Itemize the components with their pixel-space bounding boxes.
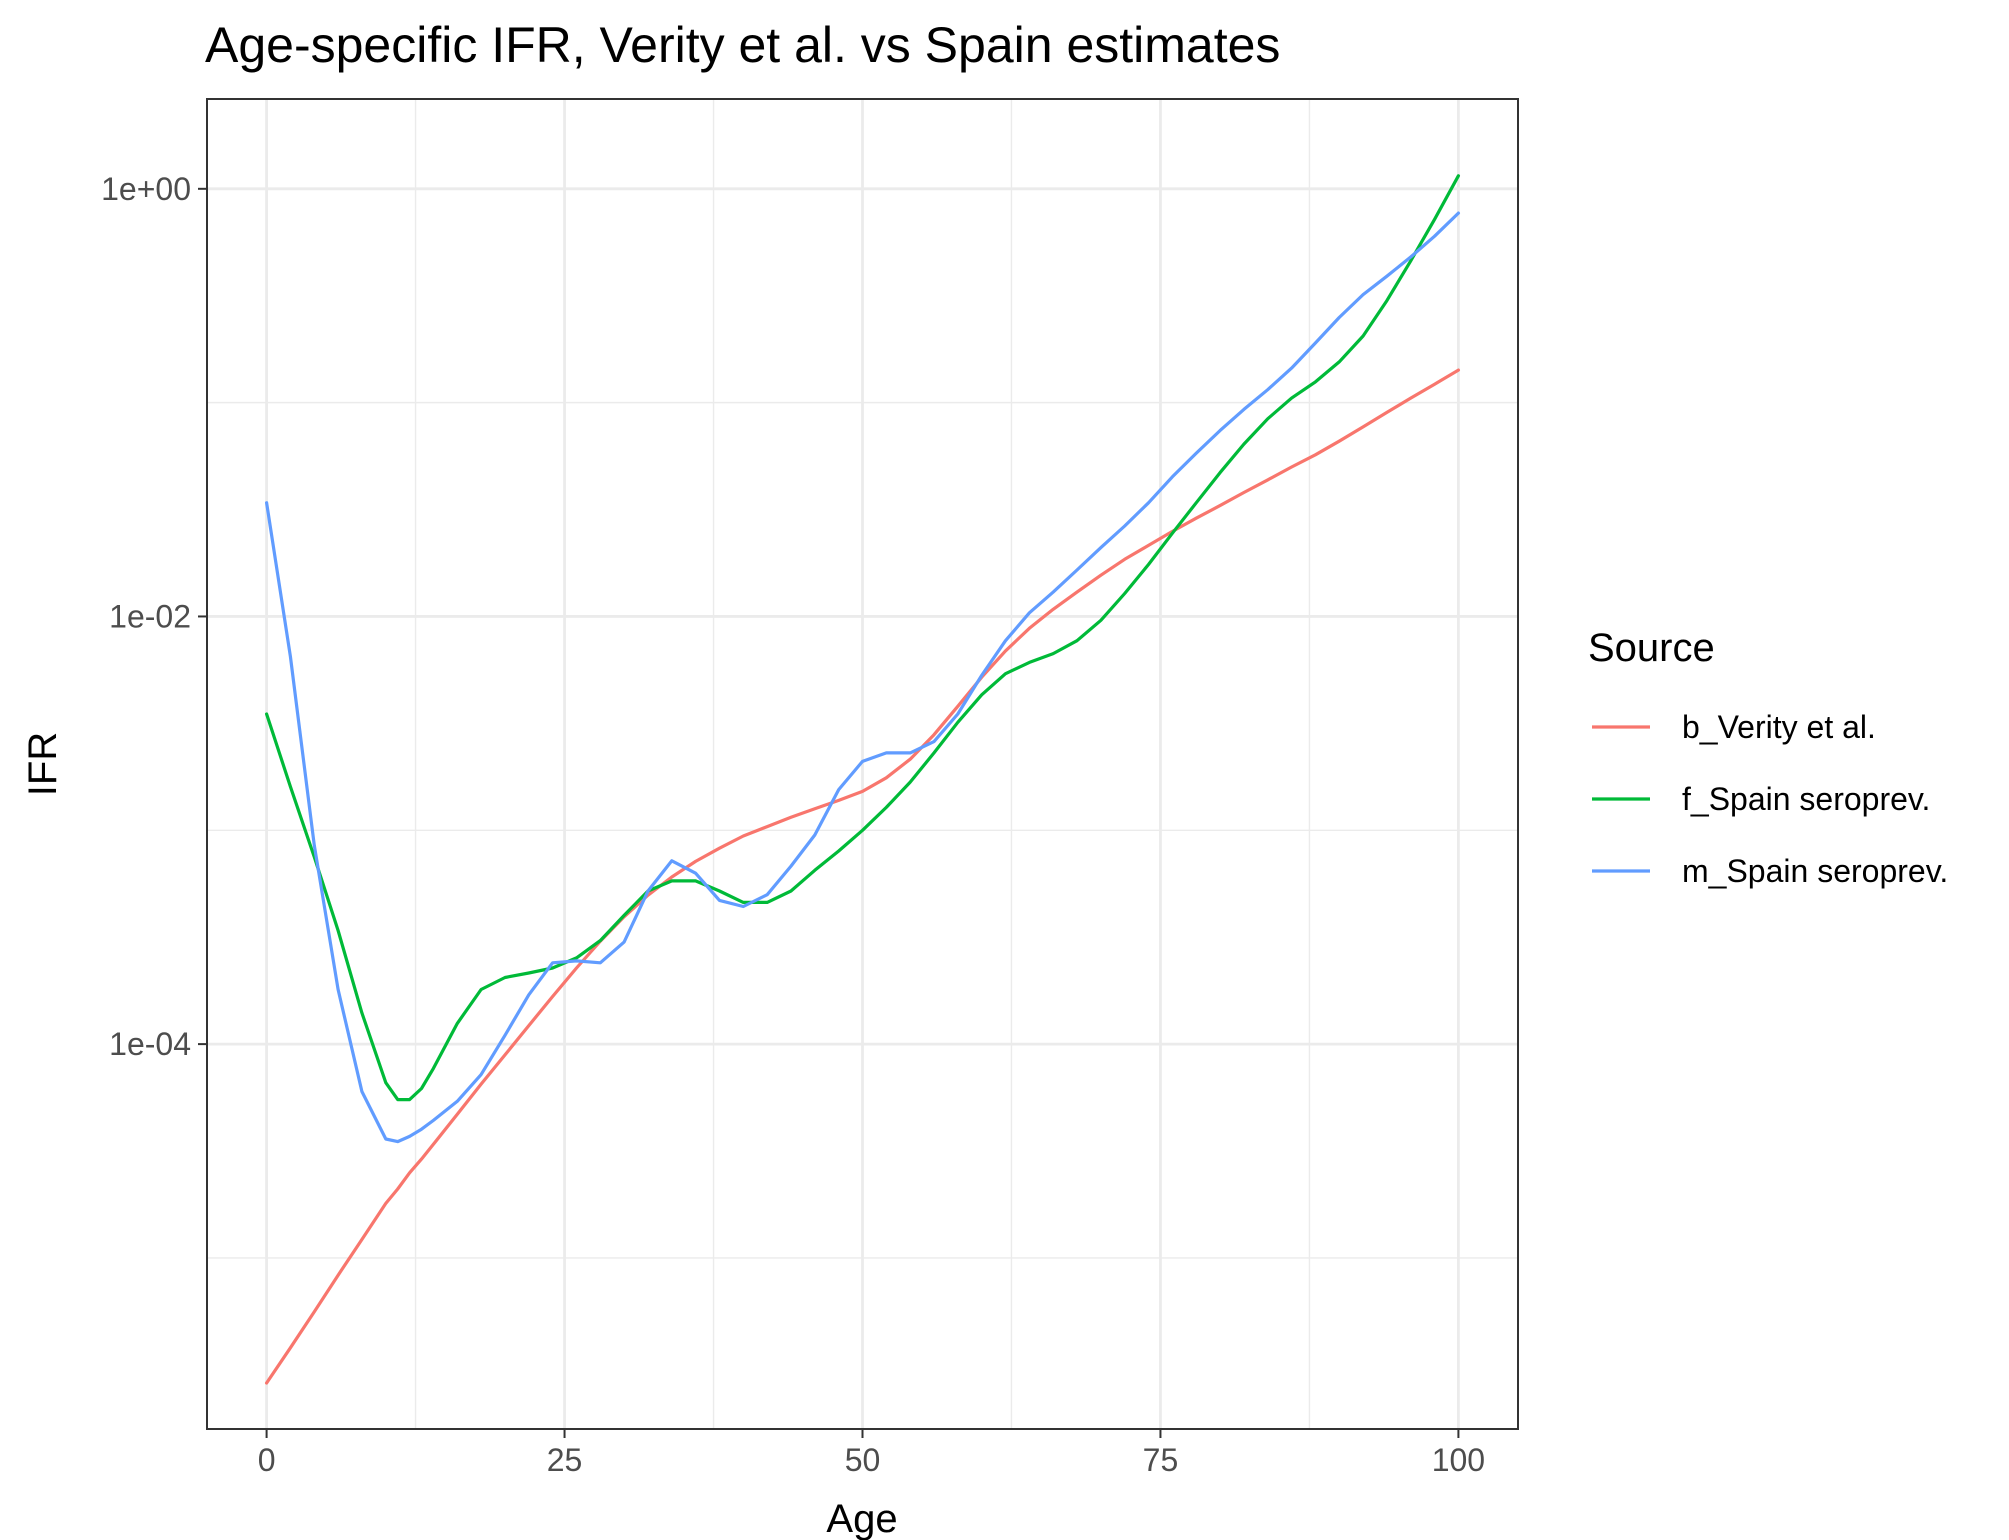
series-layer — [265, 174, 1461, 1385]
legend: Source b_Verity et al. f_Spain seroprev. m… — [1588, 626, 1948, 889]
x-tick-label: 25 — [547, 1442, 583, 1478]
x-tick-label: 100 — [1432, 1442, 1485, 1478]
series-line-1 — [265, 368, 1461, 1385]
x-tick-label: 75 — [1143, 1442, 1179, 1478]
legend-label-1: b_Verity et al. — [1682, 709, 1876, 745]
x-axis-title: Age — [826, 1497, 897, 1540]
chart-title: Age-specific IFR, Verity et al. vs Spain… — [205, 17, 1280, 73]
y-tick-label: 1e-04 — [109, 1026, 191, 1062]
x-tick-label: 0 — [258, 1442, 276, 1478]
legend-title: Source — [1588, 626, 1715, 670]
y-axis-title: IFR — [21, 732, 65, 796]
series-line-2 — [265, 174, 1461, 1102]
y-tick-label: 1e-02 — [109, 598, 191, 634]
y-tick-label: 1e+00 — [101, 171, 191, 207]
y-axis: 1e-04 1e-02 1e+00 — [101, 171, 207, 1062]
legend-label-3: m_Spain seroprev. — [1682, 853, 1948, 889]
series-line-3 — [265, 211, 1461, 1144]
x-tick-label: 50 — [845, 1442, 881, 1478]
x-axis: 0 25 50 75 100 — [258, 1429, 1485, 1478]
legend-label-2: f_Spain seroprev. — [1682, 781, 1930, 817]
